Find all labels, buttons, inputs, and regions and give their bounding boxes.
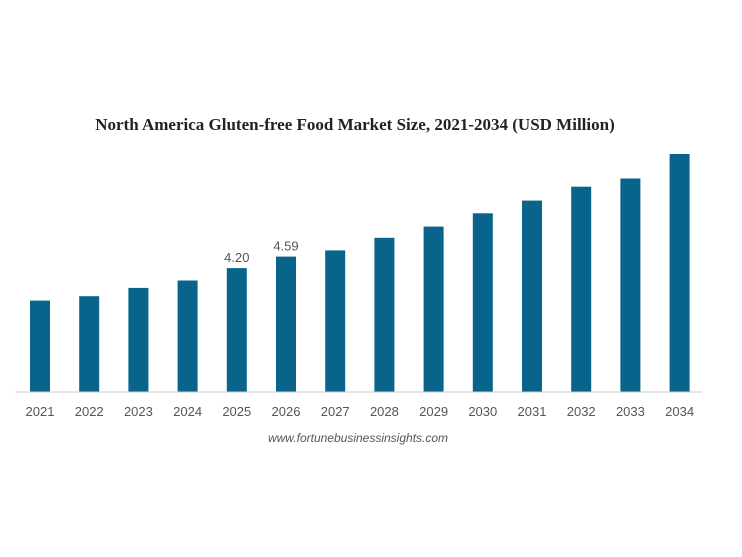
data-label: 4.59 bbox=[273, 239, 298, 254]
data-label: 4.20 bbox=[224, 250, 249, 265]
bar-2029 bbox=[423, 226, 444, 392]
x-tick-label: 2025 bbox=[222, 404, 251, 419]
x-tick-label: 2024 bbox=[173, 404, 202, 419]
data-labels: 4.20 4.59 bbox=[224, 239, 299, 266]
bar-2030 bbox=[472, 213, 493, 392]
bar-2024 bbox=[177, 280, 198, 392]
x-tick-label: 2021 bbox=[26, 404, 55, 419]
bar-2031 bbox=[522, 200, 542, 392]
x-tick-label: 2034 bbox=[665, 404, 694, 419]
x-tick-label: 2023 bbox=[124, 404, 153, 419]
bar-2021 bbox=[30, 300, 50, 392]
bar-2027 bbox=[325, 250, 346, 392]
x-tick-label: 2033 bbox=[616, 404, 645, 419]
x-tick-label: 2028 bbox=[370, 404, 399, 419]
bar-2033 bbox=[620, 178, 641, 392]
bar-2023 bbox=[128, 287, 149, 392]
x-tick-label: 2027 bbox=[321, 404, 350, 419]
x-tick-label: 2032 bbox=[567, 404, 596, 419]
bar-2032 bbox=[571, 186, 592, 392]
bar-2026 bbox=[276, 256, 296, 392]
bar-2028 bbox=[374, 237, 395, 392]
x-tick-label: 2031 bbox=[518, 404, 547, 419]
chart-title: North America Gluten-free Food Market Si… bbox=[95, 115, 615, 134]
x-tick-label: 2022 bbox=[75, 404, 104, 419]
bar-2025 bbox=[226, 268, 247, 392]
source-text: www.fortunebusinessinsights.com bbox=[268, 431, 448, 445]
bars-group bbox=[30, 154, 690, 392]
x-tick-label: 2030 bbox=[468, 404, 497, 419]
bar-2034 bbox=[669, 154, 690, 392]
x-axis-ticks: 2021 2022 2023 2024 2025 2026 2027 2028 2029 2030… bbox=[26, 404, 695, 419]
x-tick-label: 2029 bbox=[419, 404, 448, 419]
bar-2022 bbox=[79, 296, 100, 392]
x-tick-label: 2026 bbox=[272, 404, 301, 419]
